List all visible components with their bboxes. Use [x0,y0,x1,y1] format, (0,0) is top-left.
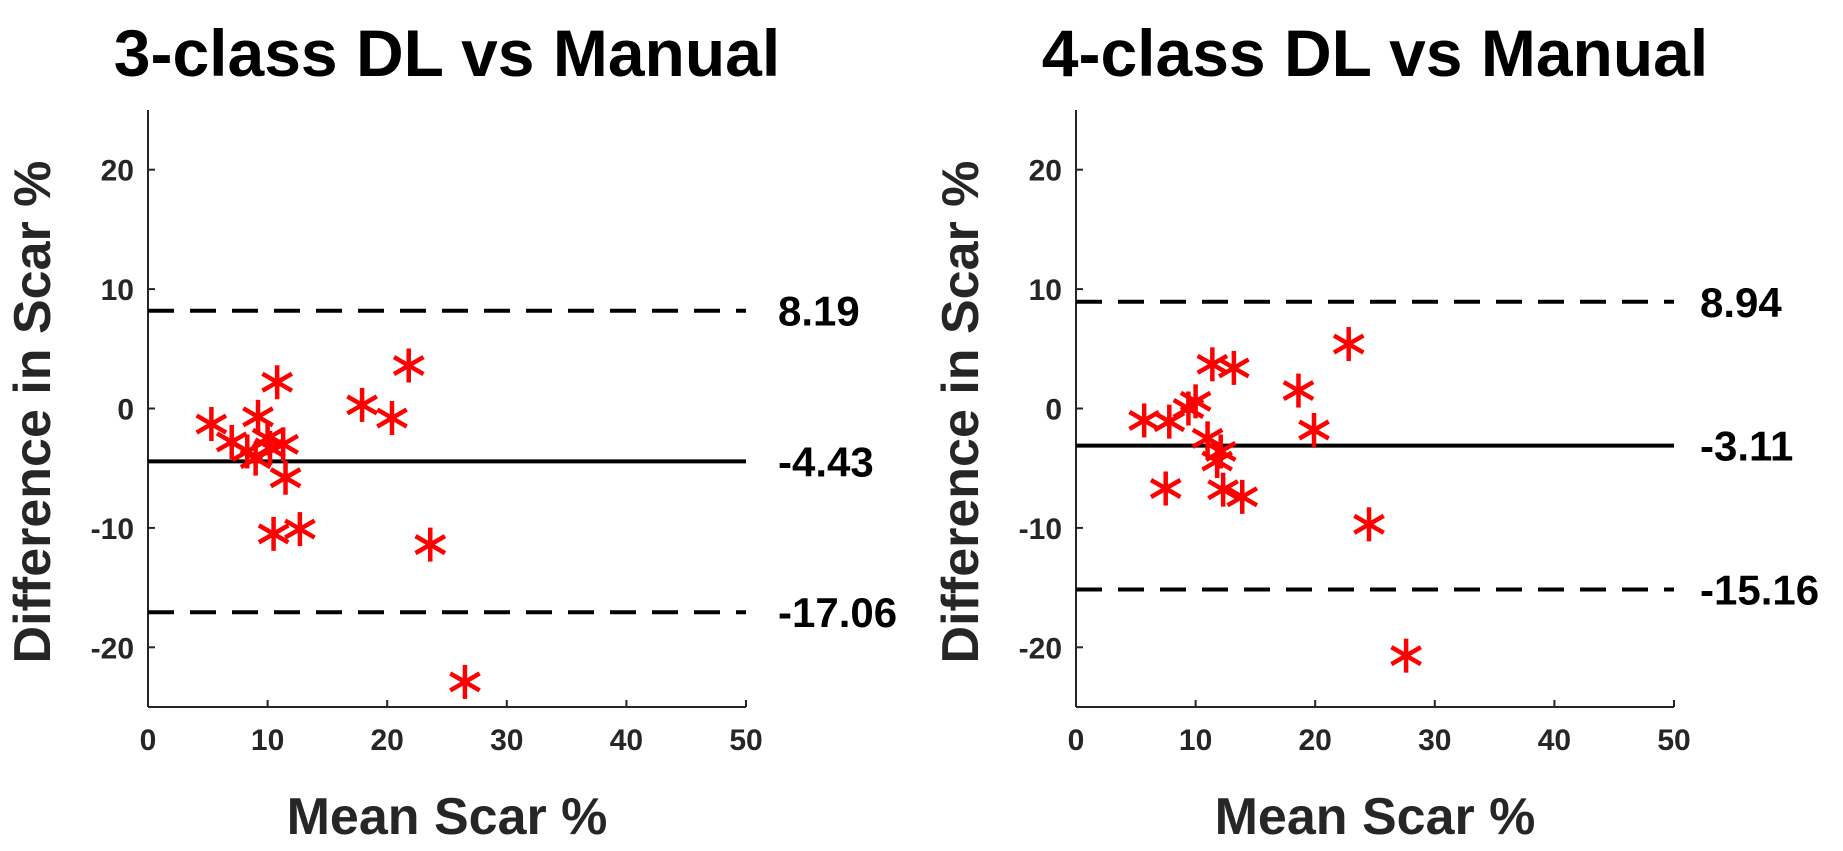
y-tick-label: 10 [1029,274,1062,307]
data-points [195,348,481,699]
reference-lines: 8.94 -3.11 -15.16 [1076,279,1819,614]
data-point [1207,472,1239,507]
reference-lines: 8.19 -4.43 -17.06 [148,288,897,636]
y-tick-label: -10 [1019,513,1062,546]
y-axis-label: Difference in Scar % [932,161,990,664]
y-tick-label: 20 [101,155,134,188]
x-tick-label: 20 [1299,724,1332,757]
x-tick-label: 0 [1068,724,1085,757]
data-points [1128,327,1422,673]
x-tick-label: 0 [140,724,157,757]
x-tick-label: 20 [371,724,404,757]
data-point [1282,373,1315,408]
y-tick-label: 0 [117,394,134,427]
x-tick-label: 10 [251,724,284,757]
y-tick-label: -20 [91,632,134,665]
data-point [414,527,447,562]
x-tick-label: 50 [729,724,762,757]
x-tick-label: 30 [490,724,523,757]
data-point [284,512,316,547]
upper-limit-label: 8.94 [1700,279,1782,326]
data-point [257,516,290,551]
data-point [269,460,302,495]
data-point [346,387,378,422]
axes: 0 10 20 30 40 50 -20 -10 0 10 20 [91,110,763,757]
x-tick-label: 30 [1418,724,1451,757]
data-point [392,348,425,383]
y-axis-label: Difference in Scar % [4,161,62,664]
data-point [1179,384,1212,419]
mean-difference-label: -4.43 [778,438,874,485]
axes: 0 10 20 30 40 50 -20 -10 0 10 20 [1019,110,1691,757]
data-point [1332,327,1365,362]
lower-limit-label: -15.16 [1700,567,1819,614]
data-point [1298,412,1330,447]
data-point [1390,638,1422,673]
data-point [261,365,294,400]
data-point [267,427,299,462]
y-tick-label: -20 [1019,632,1062,665]
x-tick-label: 40 [1538,724,1571,757]
data-point [195,407,228,442]
x-tick-label: 50 [1657,724,1690,757]
x-axis-label: Mean Scar % [287,788,608,846]
data-point [1149,471,1182,506]
data-point [1218,350,1250,385]
data-point [376,401,408,436]
panel-4-class: 4-class DL vs Manual Mean Scar % Differe… [932,16,1819,846]
data-point [1353,507,1385,542]
mean-difference-label: -3.11 [1700,423,1793,470]
data-point [1204,434,1237,469]
data-point [1191,421,1224,456]
x-tick-label: 40 [610,724,643,757]
chart-title: 4-class DL vs Manual [1042,16,1708,90]
x-axis-label: Mean Scar % [1215,788,1536,846]
y-tick-label: 20 [1029,155,1062,188]
y-tick-label: 10 [101,274,134,307]
data-point [449,664,481,699]
chart-title: 3-class DL vs Manual [114,16,780,90]
panel-3-class: 3-class DL vs Manual Mean Scar % Differe… [4,16,897,846]
data-point [1226,479,1259,514]
y-tick-label: 0 [1045,394,1062,427]
lower-limit-label: -17.06 [778,589,897,636]
upper-limit-label: 8.19 [778,288,860,335]
x-tick-label: 10 [1179,724,1212,757]
y-tick-label: -10 [91,513,134,546]
